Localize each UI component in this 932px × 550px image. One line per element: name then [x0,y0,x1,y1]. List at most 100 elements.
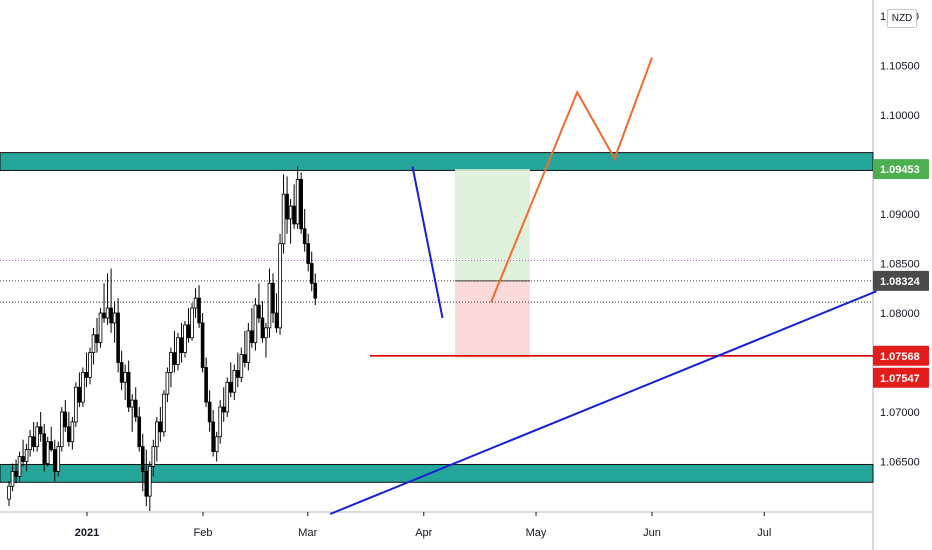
candle-body [197,297,201,324]
candle-body [211,421,215,452]
candle-body [17,456,22,477]
candle-body [260,317,265,339]
candle-body [243,354,247,363]
candle-body [232,370,237,393]
candle-body [267,282,272,329]
descending-trendline[interactable] [411,166,444,319]
candle-body [81,371,85,403]
candle-body [162,393,166,433]
candle-body [278,243,282,329]
candle-body [52,449,57,472]
candle-body [271,282,275,314]
candle-body [155,421,159,448]
candle-body [98,312,103,344]
candle-body [109,307,113,324]
candle-body [116,312,120,363]
price-tag-label: 1.09453 [880,164,920,176]
time-tick-label: May [526,527,547,539]
candle-body [285,193,289,220]
price-tags: 1.09453 1.08324 1.07568 1.07547 [873,159,929,388]
candle-body [151,446,156,467]
candle-body [147,466,152,497]
time-tick-label: Jul [757,527,771,539]
candle-body [95,334,99,344]
candle-body [112,312,117,324]
candle-body [77,386,82,403]
candle-body [91,334,96,353]
candle-body [253,304,258,344]
candle-body [67,426,71,443]
candle-body [228,381,233,393]
candle-body [225,381,230,413]
price-tag-label: 1.07547 [880,373,920,385]
price-tag-bg [873,367,929,388]
price-tick-label: 1.10500 [880,61,920,73]
candle-body [218,406,223,438]
time-tick-label: 2021 [75,527,99,539]
candle-body [239,354,244,378]
stop-zone[interactable] [455,280,530,358]
candle-body [74,386,78,423]
candle-body [45,441,50,464]
candle-body [28,436,32,451]
resistance-zone[interactable] [0,152,874,171]
price-tick-label: 1.08500 [880,259,920,271]
currency-label[interactable]: NZD [887,9,917,28]
price-tag-bg [873,270,929,291]
candle-body [200,322,205,368]
time-tick-label: Feb [194,527,213,539]
price-tick-label: 1.06500 [880,457,920,469]
candle-body [63,411,68,428]
candle-body [288,205,293,220]
candle-body [123,371,127,383]
candle-body [56,446,61,472]
price-tick-label: 1.07000 [880,407,920,419]
candle-body [126,371,131,408]
candle-body [144,470,149,497]
support-zone[interactable] [0,463,874,483]
price-tick-label: 1.09000 [880,209,920,221]
candle-body [281,193,286,245]
ascending-trendline[interactable] [329,290,877,515]
price-tag-bg [873,159,929,180]
candle-body [70,421,75,443]
candle-body [88,352,92,378]
candle-body [84,371,89,378]
trendlines[interactable] [329,57,877,515]
candle-body [264,327,268,339]
candle-body [274,312,279,329]
price-tick-label: 1.10000 [880,110,920,122]
time-tick-label: Jun [643,527,661,539]
zone-layer [0,152,874,483]
time-tick-label: Apr [415,527,432,539]
candle-body [133,399,138,418]
candle-body [214,436,219,452]
candle-body [42,433,46,464]
projection-path[interactable] [490,57,653,303]
candlestick-series [7,166,318,511]
candle-body [183,324,187,354]
price-tag-bg [873,345,929,366]
price-axis[interactable]: 1.110001.105001.100001.090001.085001.080… [880,11,920,469]
price-tag-label: 1.07568 [880,351,920,363]
candle-body [299,178,303,230]
candle-body [309,263,314,284]
candle-body [38,426,43,435]
candle-body [292,205,296,225]
time-axis[interactable]: 2021 Feb Mar Apr May Jun Jul [75,512,772,539]
profit-zone[interactable] [455,169,530,281]
candle-body [60,411,64,448]
candle-body [14,470,18,477]
candle-body [10,470,15,487]
candle-body [49,441,54,451]
candle-body [165,371,170,395]
candle-body [140,446,145,472]
candle-body [250,330,254,344]
candle-body [179,337,184,353]
candle-body [221,406,226,413]
candle-body [176,337,180,365]
candle-body [207,401,212,423]
candle-body [137,416,142,448]
position-tool[interactable] [455,169,530,358]
